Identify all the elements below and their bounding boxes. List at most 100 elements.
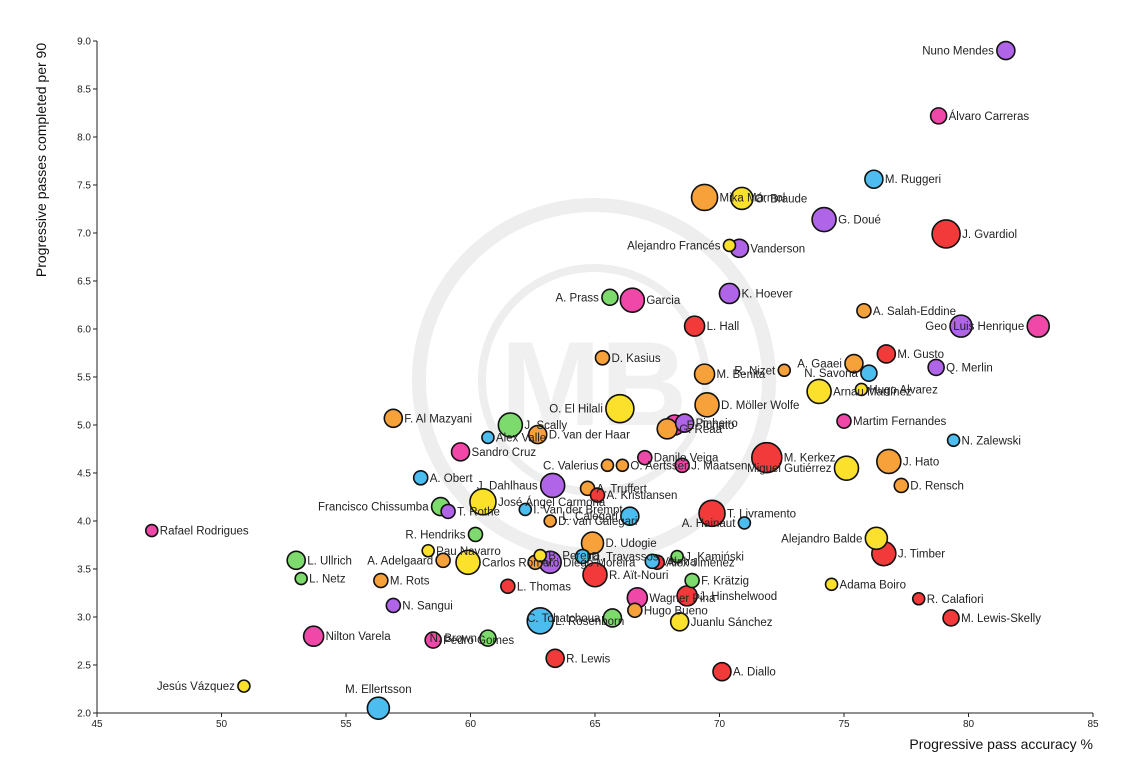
data-point-label: M. Lewis-Skelly xyxy=(961,613,1041,625)
data-point[interactable] xyxy=(856,302,872,319)
data-point[interactable] xyxy=(450,442,471,462)
data-point[interactable] xyxy=(722,238,737,253)
data-point[interactable] xyxy=(737,516,752,530)
data-point[interactable] xyxy=(644,553,661,570)
data-point[interactable] xyxy=(619,287,646,314)
data-point-label: Garcia xyxy=(646,295,680,307)
data-point[interactable] xyxy=(533,548,548,563)
data-point[interactable] xyxy=(302,625,325,648)
data-point[interactable] xyxy=(864,169,884,190)
data-point[interactable] xyxy=(694,392,720,418)
data-point[interactable] xyxy=(806,378,832,405)
data-point[interactable] xyxy=(144,523,159,538)
data-point[interactable] xyxy=(876,344,897,364)
data-point[interactable] xyxy=(864,526,889,551)
data-point[interactable] xyxy=(294,571,308,586)
data-point[interactable] xyxy=(712,661,732,682)
data-point[interactable] xyxy=(580,531,605,555)
data-point[interactable] xyxy=(876,448,902,475)
data-point-label: T. Rothe xyxy=(457,506,500,518)
data-point-label: J. Gvardiol xyxy=(962,229,1017,241)
data-point[interactable] xyxy=(669,611,690,632)
data-point[interactable] xyxy=(751,441,783,474)
data-point[interactable] xyxy=(911,591,926,606)
data-point[interactable] xyxy=(844,353,864,374)
data-point[interactable] xyxy=(366,696,391,721)
data-point[interactable] xyxy=(589,487,606,503)
data-point[interactable] xyxy=(574,548,591,565)
data-point[interactable] xyxy=(600,458,615,473)
data-point[interactable] xyxy=(500,578,516,595)
data-point[interactable] xyxy=(237,679,251,693)
data-point[interactable] xyxy=(824,577,839,592)
data-point[interactable] xyxy=(421,543,435,558)
data-point[interactable] xyxy=(605,393,635,424)
data-point[interactable] xyxy=(594,349,611,366)
bubbles-layer xyxy=(144,40,1051,721)
data-point[interactable] xyxy=(949,314,973,338)
data-point[interactable] xyxy=(615,458,630,473)
data-point-label: Francisco Chissumba xyxy=(318,502,429,514)
data-point-label: A. Salah-Eddine xyxy=(873,306,956,318)
data-point[interactable] xyxy=(674,457,690,474)
data-point[interactable] xyxy=(1026,314,1051,338)
data-point[interactable] xyxy=(833,455,860,482)
data-point[interactable] xyxy=(373,572,389,589)
data-point[interactable] xyxy=(527,424,548,445)
data-point[interactable] xyxy=(636,449,653,466)
data-point[interactable] xyxy=(690,183,719,212)
data-point[interactable] xyxy=(412,469,429,486)
data-point[interactable] xyxy=(927,358,945,377)
data-point[interactable] xyxy=(620,506,640,527)
data-point[interactable] xyxy=(929,107,948,125)
data-point[interactable] xyxy=(383,408,404,429)
data-point[interactable] xyxy=(497,412,524,438)
data-point[interactable] xyxy=(286,550,307,571)
data-point[interactable] xyxy=(718,282,741,305)
data-point[interactable] xyxy=(481,430,495,445)
data-point[interactable] xyxy=(683,315,706,337)
data-point[interactable] xyxy=(467,526,484,543)
data-point[interactable] xyxy=(860,364,878,382)
data-point-label: R. Nizet xyxy=(734,365,776,377)
data-point[interactable] xyxy=(601,288,619,307)
data-point-label: Pau Navarro xyxy=(436,546,501,558)
data-point[interactable] xyxy=(836,413,852,429)
data-point[interactable] xyxy=(526,607,555,635)
data-point[interactable] xyxy=(893,477,910,494)
data-point[interactable] xyxy=(385,597,402,614)
data-point[interactable] xyxy=(931,219,961,249)
data-point-label: Álvaro Carreras xyxy=(949,110,1030,123)
data-point[interactable] xyxy=(811,206,837,233)
data-point[interactable] xyxy=(545,648,565,669)
data-point[interactable] xyxy=(543,514,557,528)
data-point[interactable] xyxy=(627,602,643,619)
data-point[interactable] xyxy=(582,561,608,588)
data-point[interactable] xyxy=(602,608,623,628)
data-point[interactable] xyxy=(698,499,726,528)
data-point[interactable] xyxy=(670,549,684,564)
data-point[interactable] xyxy=(469,487,497,516)
data-point[interactable] xyxy=(942,609,960,627)
data-point[interactable] xyxy=(539,472,566,499)
data-point-label: A. Kristiansen xyxy=(606,490,677,502)
data-point[interactable] xyxy=(440,503,456,520)
data-point[interactable] xyxy=(455,549,481,576)
data-point[interactable] xyxy=(693,363,716,385)
data-point[interactable] xyxy=(435,552,451,569)
data-point[interactable] xyxy=(424,631,442,649)
data-point[interactable] xyxy=(777,363,792,378)
data-point[interactable] xyxy=(479,629,497,647)
data-point[interactable] xyxy=(656,418,679,440)
data-point[interactable] xyxy=(684,572,700,589)
data-point[interactable] xyxy=(996,40,1016,61)
data-point-label: D. van Calegari xyxy=(558,516,637,528)
data-point-label: J. Timber xyxy=(898,549,945,561)
data-point[interactable] xyxy=(674,413,695,433)
data-point[interactable] xyxy=(518,502,533,517)
data-point[interactable] xyxy=(730,186,754,211)
data-point[interactable] xyxy=(854,382,869,397)
watermark-logo: MB xyxy=(412,198,776,562)
data-point-label: M. Ellertsson xyxy=(345,684,411,696)
data-point[interactable] xyxy=(946,433,961,448)
